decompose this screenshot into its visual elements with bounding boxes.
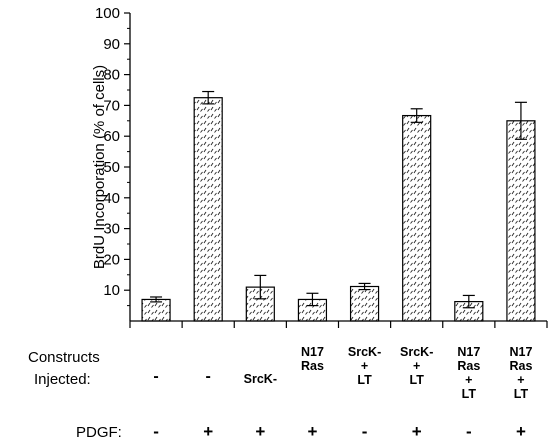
construct-line: + [465, 373, 473, 387]
bar [402, 114, 432, 322]
construct-cell: SrcK- + LT [339, 345, 391, 387]
construct-cell: SrcK- [234, 372, 286, 386]
construct-line: + [413, 359, 421, 373]
y-tick-label: 20 [103, 251, 120, 268]
pdgf-cell: + [203, 422, 214, 441]
construct-line: - [205, 368, 211, 385]
injected-row-label: Injected: [34, 371, 91, 388]
construct-line: LT [409, 373, 424, 387]
y-tick-label: 90 [103, 36, 120, 53]
y-tick-label: 40 [103, 190, 120, 207]
pdgf-cell: + [411, 422, 422, 441]
constructs-row-label: Constructs [28, 349, 100, 366]
y-tick-label: 30 [103, 221, 120, 238]
bar [141, 298, 171, 322]
y-axis-label: BrdU Incorporation (% of cells) [91, 65, 108, 269]
pdgf-cell: + [255, 422, 266, 441]
construct-cell: N17 Ras [286, 345, 338, 373]
bar [506, 120, 536, 322]
construct-cell: N17 Ras + LT [495, 345, 547, 401]
construct-line: Ras [300, 359, 324, 373]
construct-line: SrcK- [243, 372, 277, 386]
construct-line: N17 [300, 345, 324, 359]
construct-line: LT [357, 373, 372, 387]
construct-line: - [153, 368, 159, 385]
construct-line: Ras [457, 359, 481, 373]
pdgf-cell: - [465, 422, 472, 441]
construct-cell: SrcK- + LT [391, 345, 443, 387]
y-tick-label: 60 [103, 128, 120, 145]
pdgf-cell: + [515, 422, 526, 441]
bar [349, 285, 380, 322]
construct-line: Ras [509, 359, 533, 373]
construct-line: + [360, 359, 369, 373]
pdgf-cell: + [307, 422, 318, 441]
construct-line: SrcK- [347, 345, 382, 359]
y-tick-label: 70 [103, 97, 120, 114]
y-tick-label: 50 [103, 159, 120, 176]
construct-cell: N17 Ras + LT [443, 345, 495, 401]
pdgf-cell: - [361, 422, 368, 441]
construct-line: N17 [457, 345, 481, 359]
bar [193, 97, 223, 322]
construct-cell: - [130, 368, 182, 385]
construct-line: N17 [509, 345, 533, 359]
y-tick-label: 100 [95, 5, 120, 22]
y-tick-label: 10 [103, 282, 120, 299]
construct-line: + [517, 373, 525, 387]
construct-cell: - [182, 368, 234, 385]
construct-line: LT [513, 387, 529, 401]
pdgf-cell: - [153, 422, 159, 441]
y-tick-label: 80 [103, 67, 120, 84]
construct-line: SrcK- [400, 345, 434, 359]
construct-line: LT [461, 387, 476, 401]
pdgf-row-label: PDGF: [76, 424, 122, 441]
